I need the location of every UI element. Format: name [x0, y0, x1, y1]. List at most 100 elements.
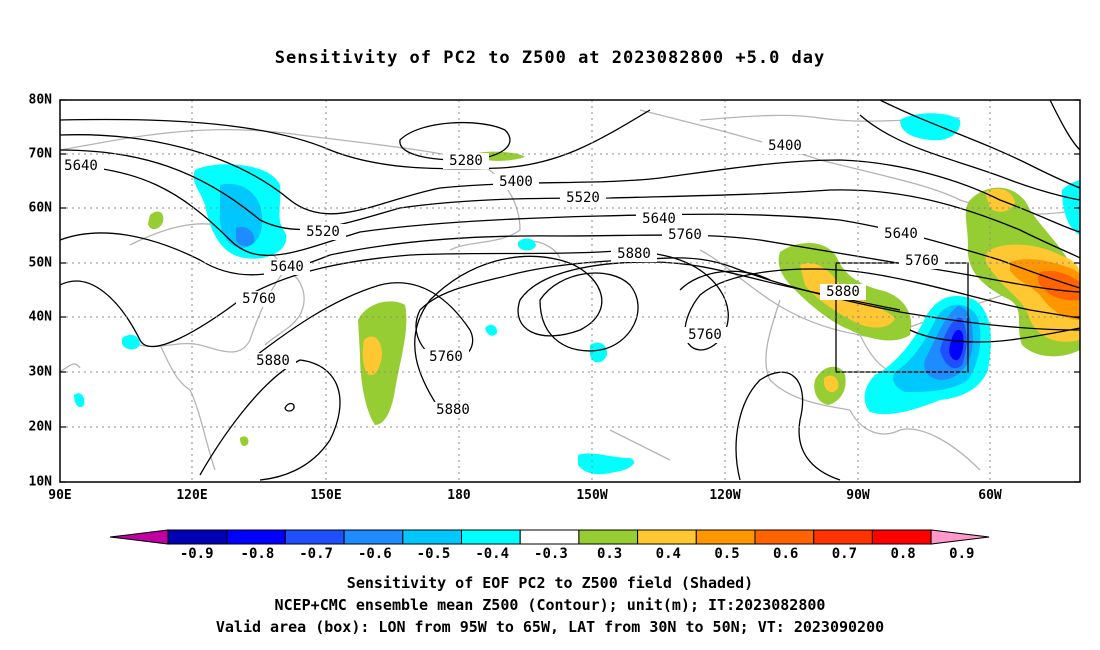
- contour-label: 5760: [236, 291, 282, 307]
- colorbar-swatch: [695, 529, 756, 545]
- contour-label: 5400: [493, 174, 539, 190]
- sensitivity-shading: [74, 113, 1080, 475]
- negative-blob-greenland: [900, 113, 961, 141]
- svg-text:5400: 5400: [768, 138, 802, 154]
- lat-label: 70N: [29, 147, 53, 162]
- map-frame: [59, 99, 1081, 483]
- colorbar-swatch: [578, 529, 639, 545]
- svg-text:5520: 5520: [566, 190, 600, 206]
- negative-blob-small-d: [578, 453, 635, 475]
- lat-label: 50N: [29, 256, 53, 271]
- svg-text:5640: 5640: [642, 211, 676, 227]
- positive-blob-gulf-core: [824, 375, 839, 393]
- lon-label: 120E: [176, 488, 207, 503]
- svg-text:5280: 5280: [449, 153, 483, 169]
- negative-blob-small-b: [518, 238, 536, 251]
- lat-label: 80N: [29, 93, 53, 108]
- positive-blob-small-b: [240, 436, 249, 446]
- negative-blob-eastcoast-core: [949, 329, 964, 361]
- colorbar-swatch: [754, 529, 815, 545]
- contour-label: 5760: [899, 253, 945, 269]
- contour-label: 5880: [250, 353, 296, 369]
- svg-text:5760: 5760: [429, 349, 463, 365]
- map-grid: [60, 100, 1080, 482]
- colorbar-swatch: [519, 529, 580, 545]
- colorbar-tick-label: -0.4: [475, 546, 509, 562]
- caption: Sensitivity of EOF PC2 to Z500 field (Sh…: [0, 572, 1100, 638]
- colorbar-tick-label: -0.7: [299, 546, 333, 562]
- colorbar-arrow-low: [109, 529, 169, 545]
- colorbar-tick-label: -0.9: [180, 546, 214, 562]
- colorbar-tick-label: 0.8: [890, 546, 915, 562]
- lon-label: 90E: [48, 488, 71, 503]
- svg-text:5880: 5880: [436, 402, 470, 418]
- contour-label: 5640: [636, 211, 682, 227]
- caption-line-2: NCEP+CMC ensemble mean Z500 (Contour); u…: [274, 596, 826, 614]
- negative-blob-small-c: [590, 342, 608, 363]
- contour-label: 5880: [611, 246, 657, 262]
- coastlines: [60, 109, 1080, 471]
- colorbar-swatch: [167, 529, 228, 545]
- negative-blob-small-e: [74, 393, 85, 408]
- contour-label: 5640: [878, 226, 924, 242]
- svg-text:5400: 5400: [499, 174, 533, 190]
- colorbar-tick-label: -0.8: [241, 546, 275, 562]
- lon-label: 150W: [576, 488, 607, 503]
- svg-text:5760: 5760: [905, 253, 939, 269]
- colorbar-tick-label: -0.6: [358, 546, 392, 562]
- svg-text:5880: 5880: [256, 353, 290, 369]
- lon-label: 90W: [846, 488, 870, 503]
- contour-label: 5520: [560, 190, 606, 206]
- colorbar-swatch: [637, 529, 697, 545]
- contour-label: 5880: [820, 284, 866, 300]
- contour-label: 5760: [662, 227, 708, 243]
- lon-label: 150E: [310, 488, 341, 503]
- colorbar-swatch: [461, 529, 521, 545]
- map-title: Sensitivity of PC2 to Z500 at 2023082800…: [274, 48, 826, 68]
- svg-text:5640: 5640: [64, 158, 98, 174]
- colorbar-tick-label: 0.6: [773, 546, 798, 562]
- colorbar-tick-label: 0.5: [714, 546, 739, 562]
- contour-label: 5640: [60, 158, 104, 174]
- colorbar-tick-label: 0.4: [656, 546, 681, 562]
- positive-blob-small-a: [148, 211, 164, 230]
- colorbar-swatch: [226, 529, 286, 545]
- negative-blob-small-f: [485, 324, 498, 336]
- colorbar-tick-label: 0.3: [597, 546, 622, 562]
- lat-label: 60N: [29, 201, 53, 216]
- lon-label: 60W: [978, 488, 1002, 503]
- colorbar-tick-label: -0.5: [417, 546, 451, 562]
- colorbar-swatch: [284, 529, 345, 545]
- colorbar-swatch: [871, 529, 932, 545]
- contour-label: 5760: [423, 349, 469, 365]
- colorbar: -0.9 -0.8 -0.7 -0.6 -0.5 -0.4 -0.3 0.3 0.4 0.5 0.6…: [109, 529, 990, 562]
- colorbar-swatch: [813, 529, 873, 545]
- svg-text:5880: 5880: [617, 246, 651, 262]
- z500-contours: [60, 100, 1080, 481]
- svg-text:5760: 5760: [242, 291, 276, 307]
- lat-label: 20N: [29, 420, 53, 435]
- colorbar-tick-label: 0.7: [832, 546, 857, 562]
- lat-label: 10N: [29, 475, 53, 490]
- svg-text:5520: 5520: [306, 224, 340, 240]
- positive-blob-westpacific-core: [362, 336, 382, 376]
- svg-text:5760: 5760: [688, 327, 722, 343]
- negative-blob-northpacific-inner: [236, 226, 255, 247]
- positive-blob-westpacific: [358, 301, 407, 425]
- contour-label: 5760: [682, 327, 728, 343]
- caption-line-1: Sensitivity of EOF PC2 to Z500 field (Sh…: [346, 574, 754, 592]
- contour-label: 5520: [300, 224, 346, 240]
- negative-blob-small-a: [122, 334, 140, 350]
- contour-label: 5880: [430, 402, 476, 418]
- colorbar-swatch: [343, 529, 404, 545]
- contour-label: 5280: [443, 153, 489, 169]
- svg-text:5760: 5760: [668, 227, 702, 243]
- svg-text:5880: 5880: [826, 284, 860, 300]
- colorbar-arrow-high: [930, 529, 990, 545]
- lon-label: 120W: [709, 488, 740, 503]
- svg-text:5640: 5640: [884, 226, 918, 242]
- caption-line-3: Valid area (box): LON from 95W to 65W, L…: [215, 618, 885, 636]
- colorbar-tick-label: -0.3: [534, 546, 568, 562]
- positive-blob-small-c: [478, 151, 525, 161]
